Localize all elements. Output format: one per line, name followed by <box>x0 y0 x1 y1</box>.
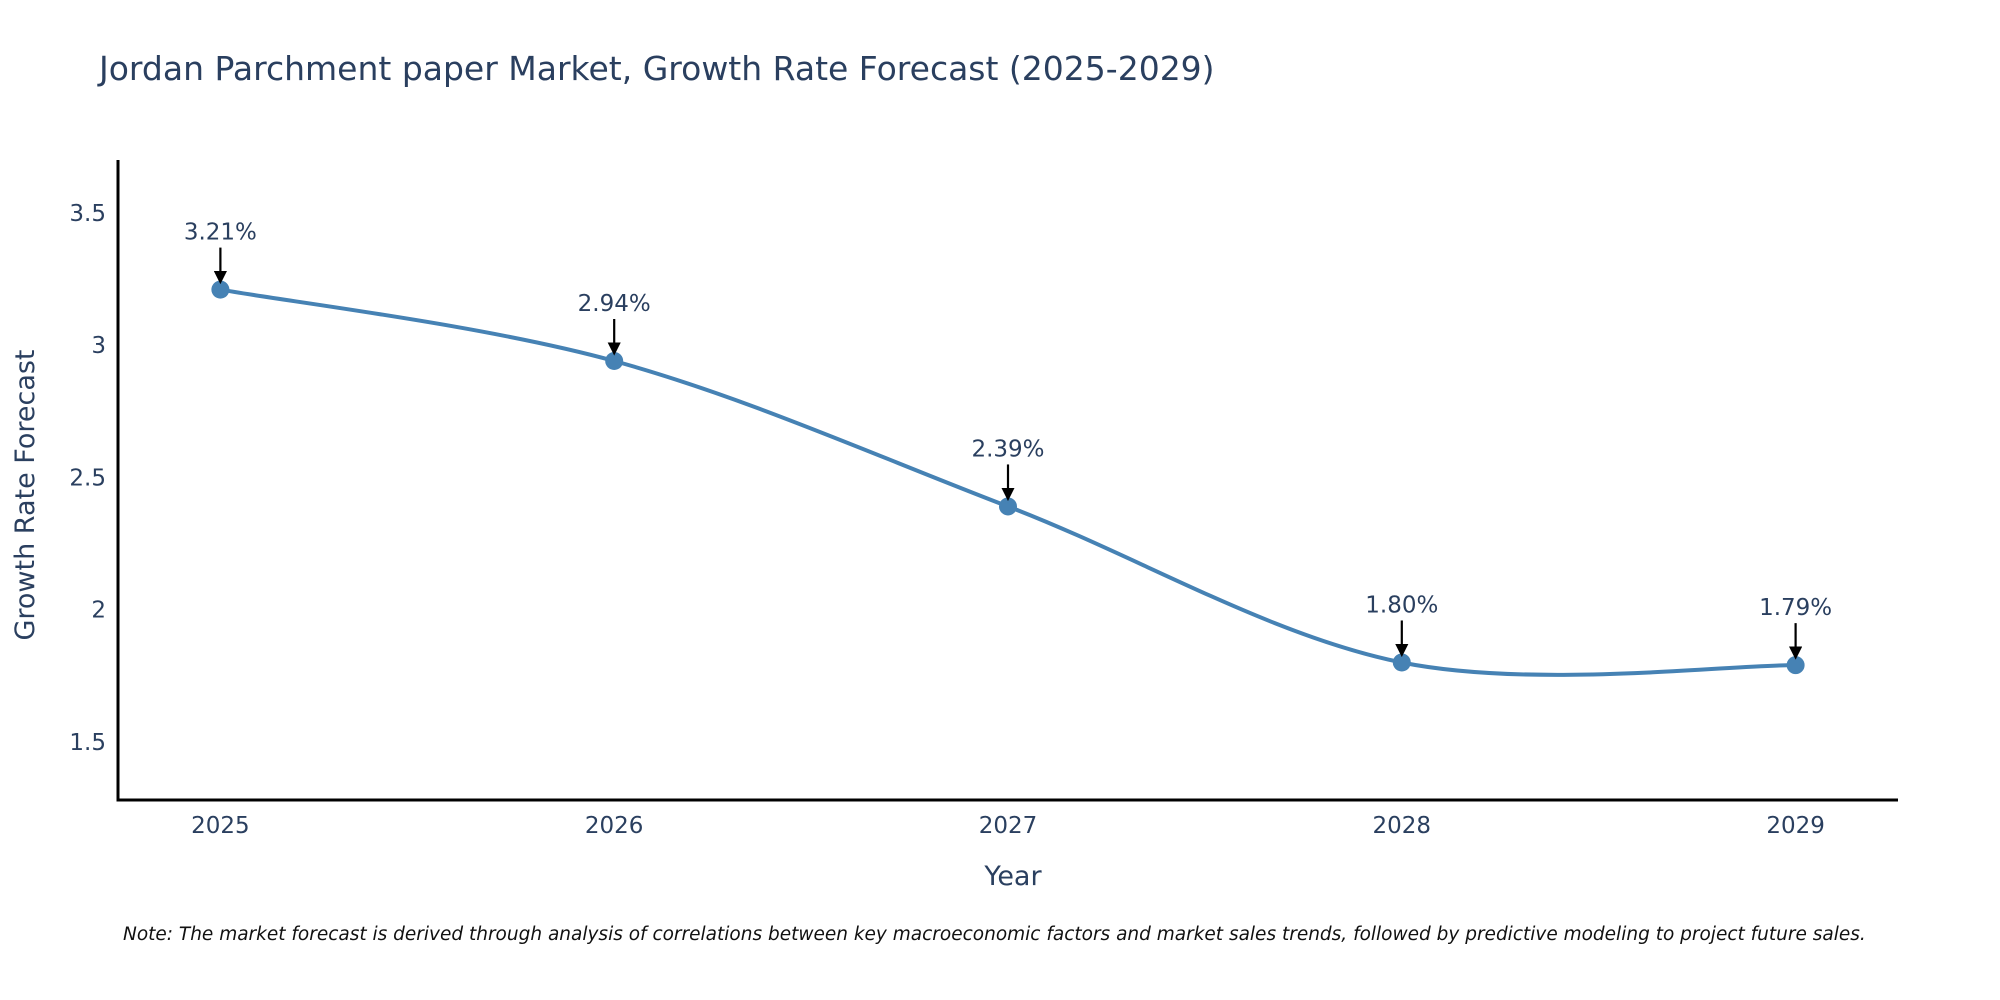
data-point-marker[interactable] <box>211 280 230 299</box>
x-tick-label: 2029 <box>1766 813 1825 839</box>
y-tick-label: 2 <box>91 598 106 624</box>
data-label-annotation: 1.79% <box>1759 595 1832 660</box>
y-tick-label: 3.5 <box>69 201 106 227</box>
data-label: 3.21% <box>184 220 257 246</box>
y-axis-title: Growth Rate Forecast <box>10 349 41 640</box>
data-point-marker[interactable] <box>1786 656 1805 675</box>
data-point-marker[interactable] <box>999 497 1017 516</box>
chart-title: Jordan Parchment paper Market, Growth Ra… <box>97 49 1215 88</box>
y-tick-label: 1.5 <box>69 730 106 756</box>
x-tick-label: 2028 <box>1373 813 1432 839</box>
y-tick-label: 3 <box>91 333 106 359</box>
data-label: 2.94% <box>578 291 651 317</box>
data-label: 1.79% <box>1759 595 1832 621</box>
data-label-annotation: 3.21% <box>184 220 257 285</box>
data-label: 1.80% <box>1365 592 1438 618</box>
y-axis-ticks: 1.5 2 2.5 3 3.5 <box>69 201 106 756</box>
data-label-annotation: 2.39% <box>971 436 1045 502</box>
data-point-marker[interactable] <box>605 351 624 370</box>
data-label: 2.39% <box>971 436 1044 462</box>
y-tick-label: 2.5 <box>69 465 106 491</box>
data-label-annotation: 2.94% <box>578 291 651 356</box>
x-axis-ticks: 2025 2026 2027 2028 2029 <box>191 813 1825 839</box>
x-axis-title: Year <box>983 861 1042 892</box>
series-growth-rate <box>211 280 1805 677</box>
x-tick-label: 2025 <box>191 813 250 839</box>
data-label-annotation: 1.80% <box>1365 592 1438 658</box>
data-annotations: 3.21% 2.94% 2.39% 1.80% 1.79% <box>184 220 1832 660</box>
footnote: Note: The market forecast is derived thr… <box>123 924 1866 945</box>
data-point-marker[interactable] <box>1392 653 1411 672</box>
x-tick-label: 2026 <box>585 813 644 839</box>
x-tick-label: 2027 <box>979 813 1038 839</box>
